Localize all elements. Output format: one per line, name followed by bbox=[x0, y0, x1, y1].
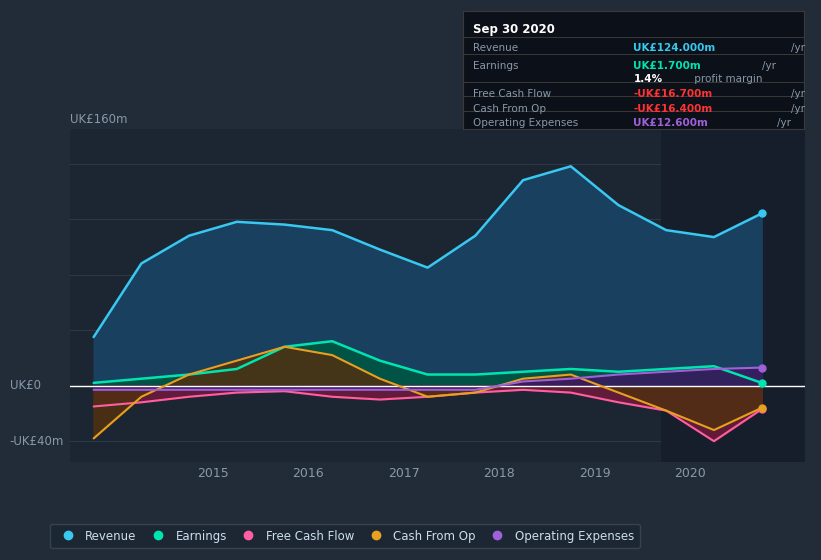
Text: -UK£16.700m: -UK£16.700m bbox=[634, 89, 713, 99]
Bar bbox=[662, 129, 805, 462]
Text: Earnings: Earnings bbox=[473, 60, 519, 71]
Text: /yr: /yr bbox=[777, 118, 791, 128]
Text: UK£0: UK£0 bbox=[10, 379, 41, 392]
Text: UK£160m: UK£160m bbox=[70, 113, 127, 126]
Text: /yr: /yr bbox=[762, 60, 776, 71]
Text: /yr: /yr bbox=[791, 89, 805, 99]
Text: profit margin: profit margin bbox=[690, 74, 762, 84]
Text: UK£1.700m: UK£1.700m bbox=[634, 60, 701, 71]
Text: Cash From Op: Cash From Op bbox=[473, 104, 546, 114]
Text: Free Cash Flow: Free Cash Flow bbox=[473, 89, 552, 99]
Text: UK£124.000m: UK£124.000m bbox=[634, 43, 716, 53]
Text: /yr: /yr bbox=[791, 43, 805, 53]
Text: Revenue: Revenue bbox=[473, 43, 518, 53]
Legend: Revenue, Earnings, Free Cash Flow, Cash From Op, Operating Expenses: Revenue, Earnings, Free Cash Flow, Cash … bbox=[50, 524, 640, 548]
Text: -UK£40m: -UK£40m bbox=[10, 435, 64, 447]
Text: Sep 30 2020: Sep 30 2020 bbox=[473, 23, 555, 36]
Text: -UK£16.400m: -UK£16.400m bbox=[634, 104, 713, 114]
Text: 1.4%: 1.4% bbox=[634, 74, 663, 84]
Text: Operating Expenses: Operating Expenses bbox=[473, 118, 579, 128]
Text: UK£12.600m: UK£12.600m bbox=[634, 118, 709, 128]
Text: /yr: /yr bbox=[791, 104, 805, 114]
